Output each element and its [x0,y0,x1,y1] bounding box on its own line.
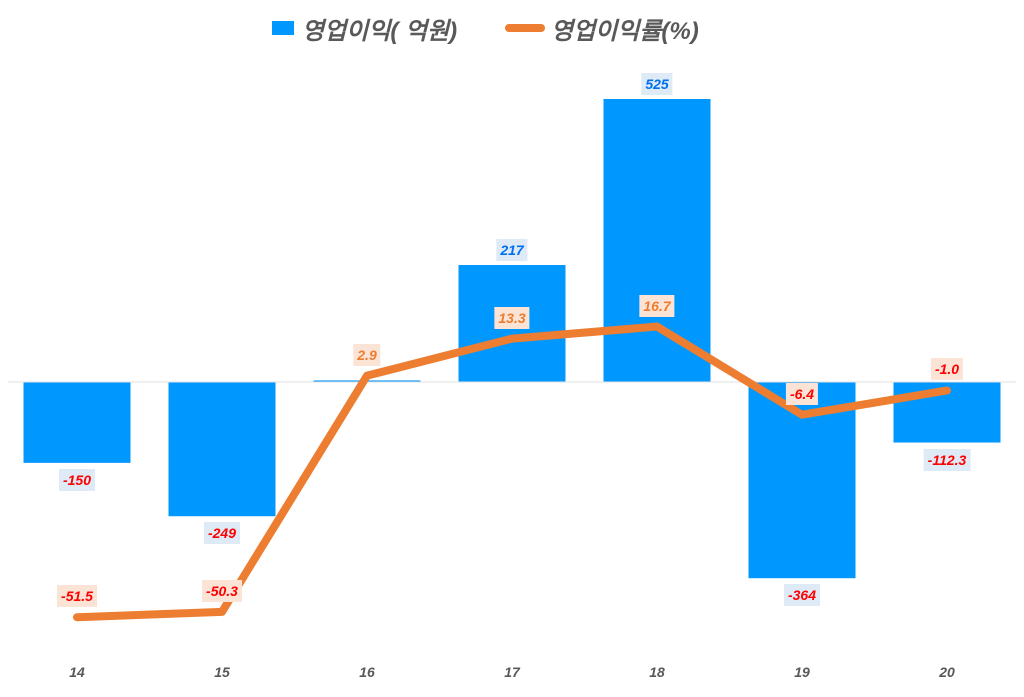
line-value-label-18: 16.7 [639,294,675,317]
line-value-label-20: -1.0 [930,358,964,381]
bar-15 [168,382,276,517]
legend-label-operating-profit: 영업이익( 억원) [302,17,458,45]
x-tick-14: 14 [69,664,85,680]
bar-value-label-17: 217 [496,239,528,262]
legend-line-swatch-icon [505,24,545,32]
bar-value-label-14: -150 [58,468,96,491]
legend-item-operating-margin: 영업이익률(%) [505,8,699,48]
bar-value-label-20: -112.3 [923,448,971,471]
x-tick-20: 20 [939,664,955,680]
bar-18 [603,99,711,382]
line-value-label-15: -50.3 [202,579,242,602]
x-tick-18: 18 [649,664,665,680]
x-tick-19: 19 [794,664,810,680]
legend-item-operating-profit: 영업이익( 억원) [272,8,457,48]
line-series [73,322,951,622]
bar-value-label-18: 525 [641,73,673,95]
line-value-label-17: 13.3 [494,306,530,329]
x-tick-15: 15 [214,664,230,680]
line-value-label-19: -6.4 [785,382,819,405]
line-value-label-16: 2.9 [353,343,381,366]
line-value-label-14: -51.5 [57,585,97,608]
bar-value-label-19: -364 [783,584,821,607]
bar-value-label-15: -249 [203,522,241,545]
legend-label-operating-margin: 영업이익률(%) [551,17,699,45]
x-tick-17: 17 [504,664,520,680]
x-tick-16: 16 [359,664,375,680]
legend-bar-swatch-icon [272,21,294,35]
chart-legend: 영업이익( 억원) 영업이익률(%) [0,8,1024,48]
bar-14 [23,382,131,463]
